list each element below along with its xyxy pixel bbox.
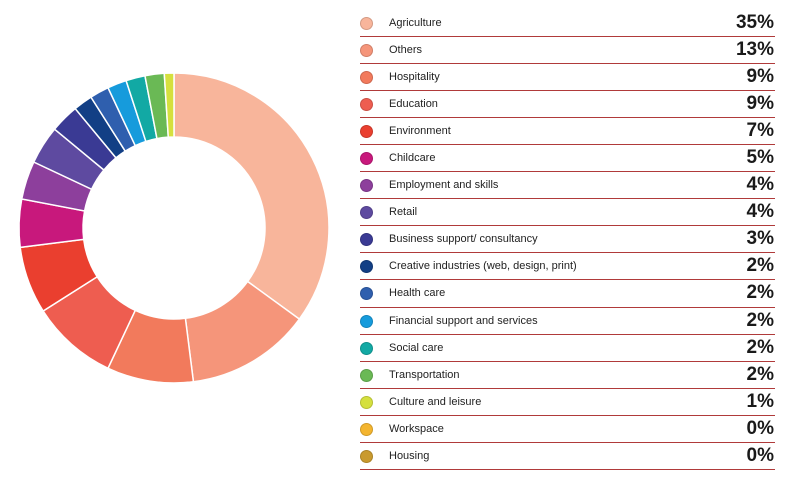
legend-row-workspace: Workspace 0% — [360, 416, 775, 443]
legend-value: 9% — [746, 66, 774, 88]
legend-row-environment: Environment 7% — [360, 118, 775, 146]
legend-value: 2% — [746, 255, 774, 277]
donut-chart — [18, 72, 330, 384]
legend-value: 2% — [746, 309, 774, 331]
legend-label: Culture and leisure — [389, 395, 482, 408]
legend-label: Employment and skills — [389, 179, 499, 192]
legend-label: Agriculture — [389, 17, 442, 29]
donut-slice-culture-and-leisure — [163, 72, 175, 138]
legend-row-business-support-consultancy: Business support/ consultancy 3% — [360, 226, 775, 254]
legend-swatch — [360, 314, 373, 328]
legend-swatch — [360, 260, 373, 274]
legend-swatch — [360, 125, 373, 139]
legend-label: Health care — [389, 287, 446, 300]
legend-row-social-care: Social care 2% — [360, 335, 775, 362]
legend-value: 2% — [746, 336, 774, 358]
legend-value: 4% — [746, 174, 774, 196]
legend-value: 0% — [746, 417, 774, 439]
legend-row-employment-and-skills: Employment and skills 4% — [360, 172, 775, 200]
legend-swatch — [360, 287, 373, 301]
legend-label: Childcare — [389, 152, 436, 165]
legend-row-education: Education 9% — [360, 91, 775, 119]
legend-swatch — [360, 98, 373, 112]
legend-value: 1% — [746, 390, 774, 412]
legend-swatch — [360, 206, 373, 220]
legend-value: 5% — [746, 147, 774, 169]
legend-swatch — [360, 341, 373, 355]
legend-row-transportation: Transportation 2% — [360, 362, 775, 389]
legend-row-childcare: Childcare 5% — [360, 145, 775, 173]
legend-swatch — [360, 395, 373, 409]
legend-value: 13% — [735, 39, 774, 61]
legend-row-housing: Housing 0% — [360, 443, 775, 470]
chart-legend: Agriculture 35% Others 13% Hospitality 9% Educ… — [360, 10, 775, 470]
legend-label: Business support/ consultancy — [389, 233, 538, 246]
legend-label: Transportation — [389, 368, 460, 381]
legend-label: Social care — [389, 341, 444, 354]
legend-value: 2% — [746, 363, 774, 385]
legend-label: Creative industries (web, design, print) — [389, 260, 577, 273]
legend-swatch — [360, 368, 373, 382]
legend-swatch — [360, 179, 373, 193]
legend-value: 2% — [746, 282, 774, 304]
legend-label: Retail — [389, 206, 418, 219]
legend-label: Financial support and services — [389, 314, 538, 327]
legend-label: Housing — [389, 449, 430, 462]
legend-row-financial-support-and-services: Financial support and services 2% — [360, 308, 775, 335]
legend-value: 3% — [746, 228, 774, 250]
legend-value: 4% — [746, 201, 774, 223]
legend-row-health-care: Health care 2% — [360, 280, 775, 308]
legend-swatch — [360, 422, 373, 436]
legend-swatch — [360, 44, 373, 58]
legend-swatch — [360, 152, 373, 166]
legend-swatch — [360, 233, 373, 247]
legend-swatch — [360, 17, 373, 30]
legend-row-retail: Retail 4% — [360, 199, 775, 227]
legend-value: 35% — [735, 12, 774, 33]
legend-value: 9% — [746, 93, 774, 115]
legend-value: 7% — [746, 120, 774, 142]
legend-row-others: Others 13% — [360, 37, 775, 65]
legend-row-culture-and-leisure: Culture and leisure 1% — [360, 389, 775, 416]
legend-swatch — [360, 71, 373, 85]
legend-row-hospitality: Hospitality 9% — [360, 64, 775, 92]
legend-row-agriculture: Agriculture 35% — [360, 10, 775, 38]
legend-label: Environment — [389, 125, 451, 138]
legend-value: 0% — [746, 444, 774, 466]
legend-swatch — [360, 449, 373, 463]
legend-label: Others — [389, 44, 423, 57]
legend-label: Hospitality — [389, 71, 440, 84]
legend-label: Workspace — [389, 422, 444, 435]
legend-label: Education — [389, 98, 438, 111]
legend-row-creative-industries-web-design-print: Creative industries (web, design, print)… — [360, 253, 775, 281]
donut-slice-agriculture — [173, 72, 330, 321]
